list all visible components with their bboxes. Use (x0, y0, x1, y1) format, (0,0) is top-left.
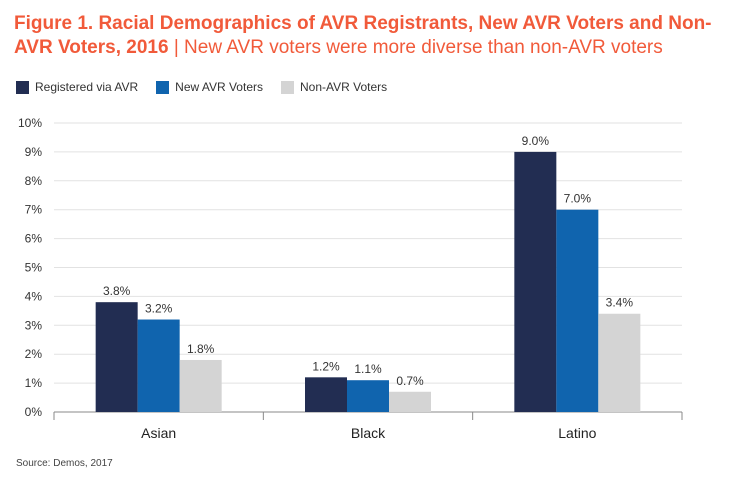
bar (137, 319, 180, 412)
y-tick-label: 6% (25, 232, 43, 246)
bar (514, 151, 557, 412)
y-tick-label: 1% (25, 376, 43, 390)
chart-legend: Registered via AVR New AVR Voters Non-AV… (16, 78, 405, 96)
data-label: 1.8% (187, 342, 215, 356)
legend-item-new-avr-voters: New AVR Voters (156, 80, 263, 94)
legend-label: Registered via AVR (35, 80, 139, 94)
bar (598, 313, 641, 412)
y-tick-label: 5% (25, 261, 43, 275)
chart-title: Figure 1. Racial Demographics of AVR Reg… (14, 12, 726, 60)
legend-item-non-avr-voters: Non-AVR Voters (281, 80, 387, 94)
data-label: 3.8% (103, 284, 131, 298)
source-note: Source: Demos, 2017 (16, 458, 113, 469)
legend-swatch (16, 80, 29, 94)
x-tick-label: Latino (558, 425, 596, 441)
bar (556, 209, 599, 412)
y-tick-label: 8% (25, 174, 43, 188)
bar (179, 359, 222, 412)
title-separator: | (168, 37, 185, 58)
data-label: 1.2% (312, 359, 340, 373)
data-label: 7.0% (564, 192, 592, 206)
legend-swatch (156, 80, 170, 94)
y-tick-label: 2% (25, 347, 43, 361)
y-tick-label: 3% (25, 318, 43, 332)
chart-subtitle: New AVR voters were more diverse than no… (184, 37, 663, 58)
data-label: 1.1% (354, 362, 382, 376)
data-label: 3.2% (145, 302, 173, 316)
bar (95, 302, 138, 412)
x-tick-label: Asian (141, 425, 176, 441)
chart-title-main: Figure 1. Racial Demographics of AVR Reg… (14, 13, 712, 58)
data-label: 3.4% (606, 296, 634, 310)
y-tick-label: 7% (25, 203, 43, 217)
data-label: 9.0% (522, 134, 550, 148)
y-tick-label: 9% (25, 145, 43, 159)
x-tick-label: Black (351, 425, 386, 441)
y-tick-label: 10% (18, 116, 42, 130)
y-tick-label: 0% (25, 405, 43, 419)
legend-item-registered-via-avr: Registered via AVR (16, 80, 138, 94)
y-tick-label: 4% (25, 289, 43, 303)
data-label: 0.7% (396, 374, 424, 388)
legend-swatch (281, 80, 294, 94)
bar (305, 377, 347, 412)
bar (347, 380, 389, 412)
legend-label: New AVR Voters (175, 80, 263, 94)
bar (389, 391, 431, 412)
legend-label: Non-AVR Voters (300, 80, 388, 94)
